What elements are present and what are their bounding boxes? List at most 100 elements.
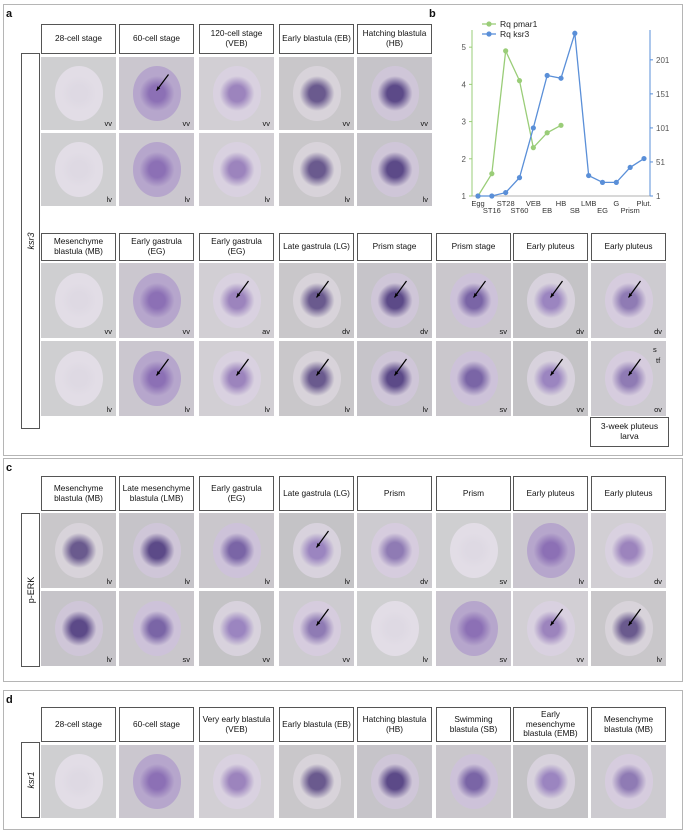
view-tag: vv bbox=[182, 119, 191, 128]
x-tick-label: ST28 bbox=[497, 199, 515, 208]
view-tag: vv bbox=[104, 119, 113, 128]
y-right-tick-label: 51 bbox=[656, 158, 665, 167]
stage-header: Early blastula (EB) bbox=[279, 24, 354, 54]
stage-header: Hatching blastula (HB) bbox=[357, 24, 432, 54]
data-point bbox=[475, 193, 481, 199]
embryo-image bbox=[212, 754, 261, 809]
view-tag: vv bbox=[342, 119, 351, 128]
ksr3-image: lv bbox=[199, 133, 274, 206]
embryo-image bbox=[370, 272, 419, 329]
embryo-image bbox=[132, 272, 181, 329]
view-tag: sv bbox=[182, 655, 191, 664]
x-tick-label: LMB bbox=[581, 199, 596, 208]
ksr3-image: lv bbox=[357, 133, 432, 206]
stage-header: Late gastrula (LG) bbox=[279, 476, 354, 511]
view-tag: lv bbox=[184, 195, 190, 204]
arrow-icon bbox=[550, 608, 563, 626]
arrow-icon bbox=[628, 358, 641, 376]
view-tag: lv bbox=[656, 655, 662, 664]
embryo-image bbox=[449, 754, 498, 809]
stage-header: 28-cell stage bbox=[41, 24, 116, 54]
y-right-tick-label: 201 bbox=[656, 56, 670, 65]
embryo-image bbox=[449, 272, 498, 329]
view-tag: lv bbox=[344, 405, 350, 414]
view-tag: ov bbox=[654, 405, 662, 414]
view-tag: lv bbox=[344, 195, 350, 204]
ksr3-image: lv bbox=[119, 341, 194, 416]
view-tag: lv bbox=[344, 577, 350, 586]
stage-header: Prism stage bbox=[436, 233, 511, 261]
ksr3-image: dv bbox=[591, 263, 666, 338]
embryo-image bbox=[370, 142, 419, 197]
embryo-image bbox=[604, 272, 653, 329]
ksr3-image: vv bbox=[119, 263, 194, 338]
y-left-tick-label: 5 bbox=[462, 43, 467, 52]
embryo-image bbox=[292, 522, 341, 579]
view-tag: vv bbox=[262, 655, 271, 664]
ksr3-image: vv bbox=[41, 57, 116, 130]
embryo-image bbox=[292, 142, 341, 197]
stage-header: Early pluteus bbox=[513, 233, 588, 261]
data-point bbox=[572, 30, 578, 36]
y-left-tick-label: 1 bbox=[462, 192, 467, 201]
embryo-image bbox=[526, 754, 575, 809]
perk-image: lv bbox=[119, 513, 194, 588]
ksr3-image: dv bbox=[357, 263, 432, 338]
ksr3-image: vv bbox=[119, 57, 194, 130]
stage-header: Prism bbox=[436, 476, 511, 511]
perk-image: dv bbox=[357, 513, 432, 588]
embryo-image bbox=[212, 272, 261, 329]
data-point bbox=[489, 193, 495, 199]
view-tag: dv bbox=[654, 577, 662, 586]
data-point bbox=[544, 72, 550, 79]
embryo-image bbox=[54, 350, 103, 407]
y-right-tick-label: 101 bbox=[656, 124, 670, 133]
view-tag: sv bbox=[499, 327, 508, 336]
x-tick-label: ST16 bbox=[483, 206, 501, 215]
stage-header: Early pluteus bbox=[513, 476, 588, 511]
perk-row-label: p-ERK bbox=[21, 513, 40, 667]
view-tag: lv bbox=[578, 577, 584, 586]
embryo-image bbox=[132, 142, 181, 197]
perk-image: sv bbox=[436, 513, 511, 588]
stage-header: 60-cell stage bbox=[119, 707, 194, 742]
ksr3-image: lv bbox=[279, 341, 354, 416]
y-left-tick-label: 3 bbox=[462, 118, 467, 127]
stage-header: Early pluteus bbox=[591, 476, 666, 511]
ksr3-row-label: ksr3 bbox=[21, 53, 40, 429]
ksr3-image: sv bbox=[436, 341, 511, 416]
perk-image: vv bbox=[513, 591, 588, 666]
perk-image: lv bbox=[279, 513, 354, 588]
embryo-image bbox=[526, 522, 575, 579]
panel-label-d: d bbox=[6, 694, 13, 706]
ksr3-image: vv bbox=[513, 341, 588, 416]
ksr3-image: lv bbox=[199, 341, 274, 416]
y-left-tick-label: 4 bbox=[462, 80, 467, 89]
ksr1-image bbox=[591, 745, 666, 818]
data-point bbox=[558, 122, 564, 128]
ksr3-image: vv bbox=[199, 57, 274, 130]
embryo-image bbox=[212, 66, 261, 121]
panel-b-chart: 1 2 3 4 5 1 51 101 151 201 Egg ST16 ST28 ST60 VEB EB HB S… bbox=[436, 10, 676, 232]
view-tag: vv bbox=[104, 327, 113, 336]
embryo-image bbox=[604, 754, 653, 809]
perk-image: vv bbox=[199, 591, 274, 666]
embryo-image bbox=[604, 600, 653, 657]
perk-image: vv bbox=[279, 591, 354, 666]
stage-header: Early gastrula (EG) bbox=[119, 233, 194, 261]
embryo-image bbox=[370, 350, 419, 407]
embryo-image bbox=[212, 350, 261, 407]
ksr3-image: dv bbox=[279, 263, 354, 338]
view-tag: dv bbox=[576, 327, 584, 336]
perk-image: lv bbox=[41, 591, 116, 666]
embryo-image bbox=[212, 522, 261, 579]
ksr1-row-label: ksr1 bbox=[21, 742, 40, 818]
y-right-tick-label: 151 bbox=[656, 90, 670, 99]
inset-label-s: s bbox=[653, 345, 657, 354]
ksr3-image: vv bbox=[279, 57, 354, 130]
view-tag: lv bbox=[106, 655, 112, 664]
perk-image: lv bbox=[41, 513, 116, 588]
panel-c-frame bbox=[3, 458, 683, 682]
arrow-icon bbox=[236, 358, 249, 376]
embryo-image bbox=[526, 350, 575, 407]
